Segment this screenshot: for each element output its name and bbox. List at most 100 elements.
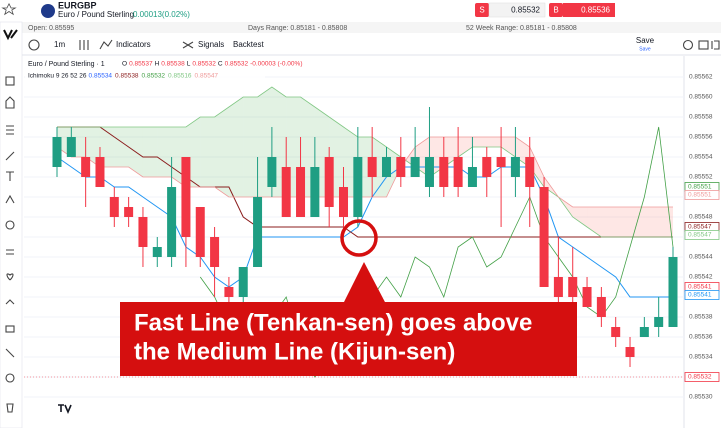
candle-body (496, 157, 506, 167)
callout-box (120, 302, 577, 376)
price-label: 0.85551 (688, 192, 712, 199)
price-label-box (684, 290, 720, 300)
callout-text: Fast Line (Tenkan-sen) goes above (134, 309, 532, 336)
candle-body (668, 257, 678, 327)
ohlc-legend: 0.85532 (225, 61, 249, 68)
chart-logo-mark (58, 404, 72, 415)
ohlc-legend: -0.00003 (-0.00%) (250, 61, 302, 68)
candle-body (310, 167, 320, 217)
logo (3, 29, 18, 41)
sell-price: 0.85532 (511, 6, 540, 15)
signals-icon[interactable] (182, 41, 194, 49)
candle-body (210, 237, 220, 267)
signals-button[interactable]: Signals (198, 40, 224, 49)
y-tick-label: 0.85554 (689, 154, 713, 161)
indicators-icon[interactable] (99, 39, 113, 50)
candle-body (324, 157, 334, 207)
favorite-icon[interactable] (1, 2, 17, 16)
cloud-fill (228, 97, 244, 197)
cloud-fill (243, 97, 258, 197)
price-label: 0.85541 (688, 284, 712, 291)
candle-body (353, 157, 363, 217)
y-tick-label: 0.85556 (689, 134, 713, 141)
y-tick-label: 0.85558 (689, 114, 713, 121)
candle-body (81, 157, 91, 177)
cloud-fill (658, 207, 673, 237)
candle-body (181, 157, 191, 237)
interval[interactable]: 1m (54, 40, 65, 49)
sell-button[interactable] (475, 3, 489, 17)
candle-body (381, 157, 391, 177)
price-label-box (684, 230, 720, 240)
buy-button[interactable] (549, 3, 563, 17)
fullscreen-icon[interactable] (711, 40, 720, 50)
save-button[interactable]: Save (636, 36, 655, 45)
cloud-fill (501, 137, 516, 157)
camera-icon[interactable] (698, 40, 709, 50)
indicators-button[interactable]: Indicators (116, 40, 151, 49)
candle-body (439, 157, 449, 187)
cloud-fill (114, 127, 129, 167)
candle-body (367, 157, 377, 177)
candle-body (138, 217, 148, 247)
candle-body (625, 347, 635, 357)
candle-body (611, 327, 621, 337)
ichimoku-title: Ichimoku 9 26 52 26 (28, 73, 87, 80)
week-range: 52 Week Range: 0.85181 - 0.85808 (466, 25, 577, 32)
ichimoku-legend-value: 0.85532 (142, 73, 166, 80)
candle-body (152, 247, 162, 257)
candle-body (453, 157, 463, 187)
candle-body (238, 267, 248, 297)
days-range: Days Range: 0.85181 - 0.85808 (248, 25, 347, 32)
candle-body (467, 167, 477, 187)
candle-body (109, 197, 119, 217)
ichimoku-legend-value: 0.85538 (115, 73, 139, 80)
candle-body (510, 157, 520, 177)
candle-body (568, 277, 578, 297)
ichimoku-legend-value: 0.85516 (168, 73, 192, 80)
price-change: 0.00013(0.02%) (133, 10, 190, 19)
symbol: EURGBP (58, 0, 97, 10)
ohlc-legend: 0.85532 (192, 61, 216, 68)
open-stat: Open: 0.85595 (28, 25, 74, 32)
candle-body (66, 137, 76, 157)
y-tick-label: 0.85534 (689, 354, 713, 361)
candle-body (124, 207, 134, 217)
cloud-fill (142, 127, 158, 177)
buy-label: B (553, 6, 558, 15)
legend-bg (25, 58, 265, 82)
candle-body (52, 137, 62, 167)
y-tick-label: 0.85530 (689, 394, 713, 401)
ohlc-legend: 0.85537 (129, 61, 153, 68)
cloud-fill (214, 107, 229, 197)
cloud-fill (157, 127, 172, 177)
callout-text: the Medium Line (Kijun-sen) (134, 338, 455, 365)
cloud-fill (644, 207, 659, 237)
buy-price-box[interactable] (563, 3, 615, 17)
candle-body (539, 187, 549, 287)
chart-type-icon[interactable] (79, 40, 89, 50)
price-label: 0.85551 (688, 184, 712, 191)
backtest-button[interactable]: Backtest (233, 40, 264, 49)
candle-body (339, 187, 349, 217)
candle-body (195, 207, 205, 257)
cloud-fill (615, 207, 631, 237)
price-label: 0.85547 (688, 232, 712, 239)
candle-body (281, 167, 291, 217)
add-symbol-icon[interactable] (28, 39, 40, 51)
chart-title: Euro / Pound Sterling · 1 (28, 61, 105, 68)
ohlc-legend: C (218, 61, 223, 68)
cloud-fill (472, 137, 487, 147)
ohlc-legend: H (155, 61, 160, 68)
settings-icon[interactable] (682, 39, 694, 51)
cloud-fill (486, 137, 502, 147)
sidebar-icons[interactable] (5, 76, 15, 413)
ohlc-legend: O (122, 61, 127, 68)
sell-price-box[interactable] (488, 2, 546, 18)
candle-body (95, 157, 105, 187)
cloud-fill (458, 137, 473, 157)
cloud-fill (572, 207, 588, 227)
y-tick-label: 0.85542 (689, 274, 713, 281)
